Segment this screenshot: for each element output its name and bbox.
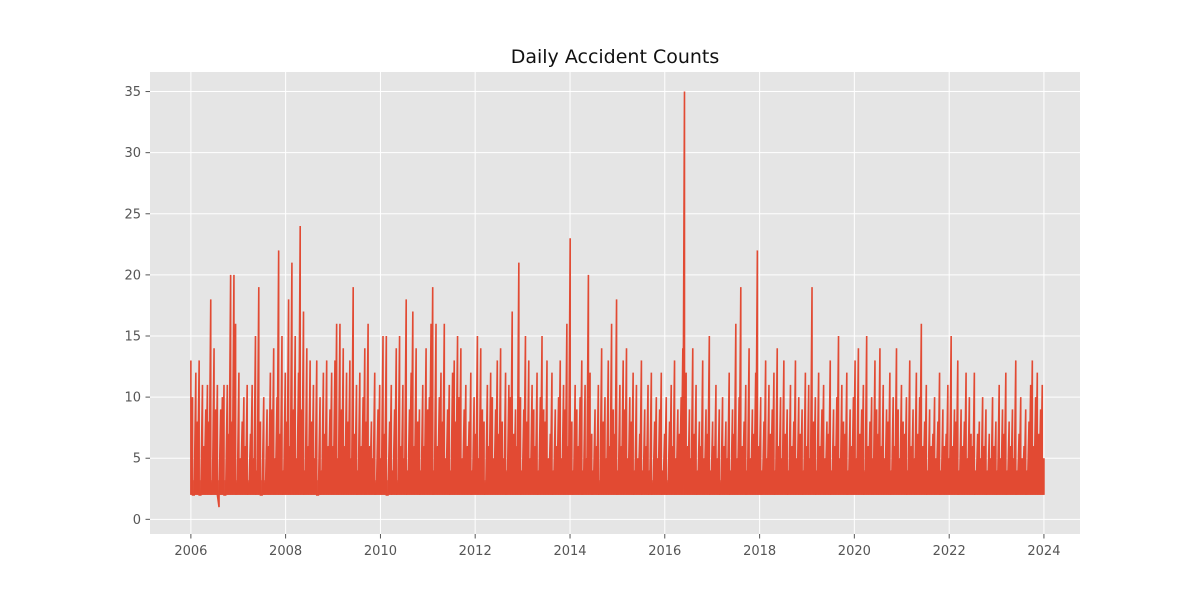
x-tick-label: 2006 [174,544,207,559]
y-tick-label: 35 [124,85,141,100]
y-tick-label: 0 [133,513,141,528]
y-tick-label: 10 [124,391,141,406]
x-tick-label: 2012 [459,544,492,559]
grid-lines [150,72,1080,534]
y-tick-label: 15 [124,330,141,345]
y-tick-label: 25 [124,207,141,222]
y-tick-label: 20 [124,268,141,283]
y-tick-label: 30 [124,146,141,161]
series-dense-band [190,480,1044,495]
x-tick-label: 2014 [553,544,586,559]
axis-ticks: 2006 2008 2010 2012 2014 2016 2018 2020 2022 2024… [124,85,1060,559]
series-layer [190,91,1045,508]
x-tick-label: 2020 [838,544,871,559]
series-line [190,91,1045,508]
x-tick-label: 2016 [648,544,681,559]
x-tick-label: 2024 [1027,544,1060,559]
x-tick-label: 2022 [933,544,966,559]
x-tick-label: 2018 [743,544,776,559]
x-tick-label: 2008 [269,544,302,559]
x-tick-label: 2010 [364,544,397,559]
y-tick-label: 5 [133,452,141,467]
chart-title: Daily Accident Counts [511,46,720,68]
